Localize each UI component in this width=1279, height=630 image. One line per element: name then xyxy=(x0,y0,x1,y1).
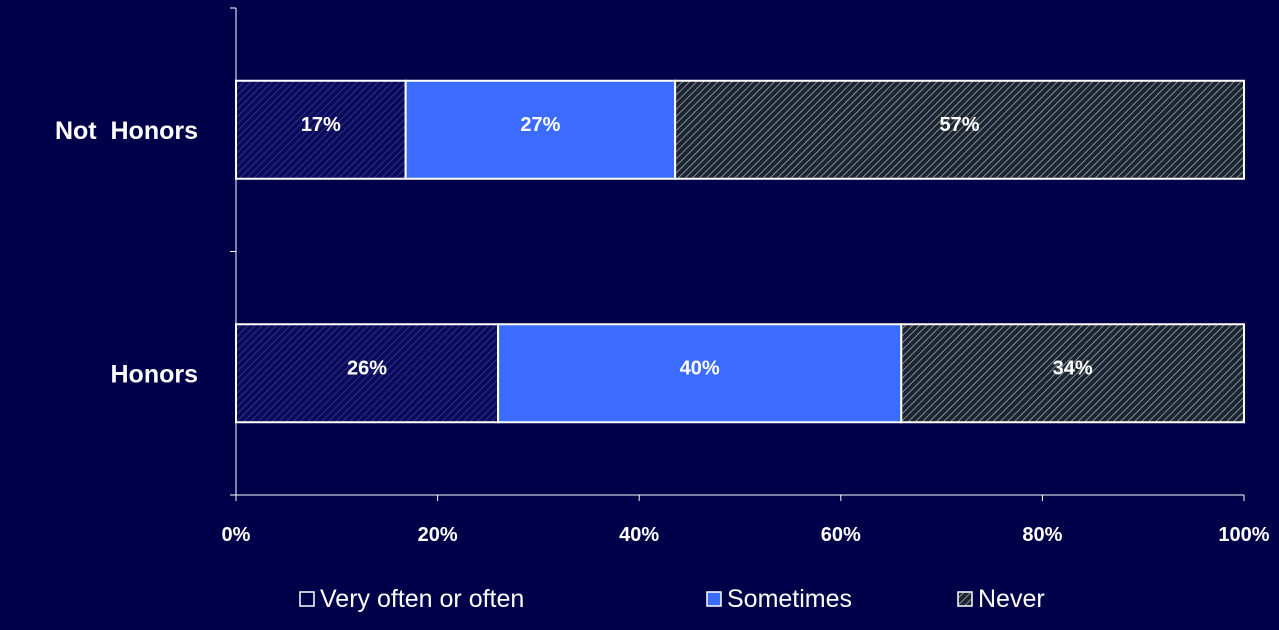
legend-swatch xyxy=(706,591,722,607)
legend-swatch xyxy=(299,591,315,607)
category-label: Honors xyxy=(111,360,199,388)
x-tick-label: 80% xyxy=(1022,524,1062,546)
legend-label: Sometimes xyxy=(727,585,852,613)
legend-label: Very often or often xyxy=(320,585,524,613)
bar-segment xyxy=(497,323,903,424)
x-tick-label: 0% xyxy=(222,524,251,546)
data-label: 40% xyxy=(680,357,720,379)
legend-swatch xyxy=(957,591,973,607)
category-label: Not Honors xyxy=(55,117,198,145)
x-tick-label: 100% xyxy=(1218,524,1269,546)
legend-label: Never xyxy=(978,585,1045,613)
bar-segment xyxy=(235,79,407,180)
x-tick-label: 40% xyxy=(619,524,659,546)
x-tick-label: 20% xyxy=(418,524,458,546)
bar-segment xyxy=(674,79,1245,180)
data-label: 27% xyxy=(520,114,560,136)
data-label: 17% xyxy=(301,114,341,136)
bar-segment xyxy=(235,323,500,424)
bar-segment xyxy=(404,79,677,180)
data-label: 34% xyxy=(1053,357,1093,379)
data-label: 57% xyxy=(940,114,980,136)
data-label: 26% xyxy=(347,357,387,379)
x-tick-label: 60% xyxy=(821,524,861,546)
bar-segment xyxy=(900,323,1246,424)
